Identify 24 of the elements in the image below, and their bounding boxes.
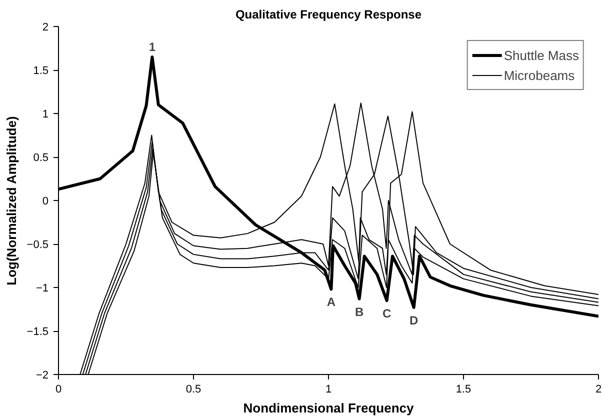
y-tick-label: 1.5 [33,65,49,77]
y-tick-label: −0.5 [26,239,49,251]
y-tick-label: 1 [42,108,49,120]
annotation: D [409,314,418,328]
y-tick-label: −1.5 [26,326,49,338]
annotation: B [354,304,364,319]
x-tick-label: 1.5 [456,384,472,396]
x-tick-label: 2 [595,384,602,396]
annotation: C [382,306,392,321]
x-tick-label: 0.5 [186,384,202,396]
legend-label: Shuttle Mass [504,48,579,62]
y-tick-label: 0.5 [33,152,49,164]
legend-label: Microbeams [504,68,575,82]
x-axis-title: Nondimensional Frequency [243,400,415,416]
chart-title: Qualitative Frequency Response [235,8,422,22]
y-tick-label: −1 [36,282,49,294]
y-tick-label: −2 [36,370,49,382]
x-tick-label: 1 [325,384,332,396]
y-axis-title: Log(Normalized Amplitude) [4,116,19,286]
y-tick-label: 2 [42,22,49,34]
x-tick-label: 0 [55,384,62,396]
annotation: 1 [148,40,156,54]
annotation: A [326,295,336,310]
y-tick-label: 0 [42,196,49,208]
